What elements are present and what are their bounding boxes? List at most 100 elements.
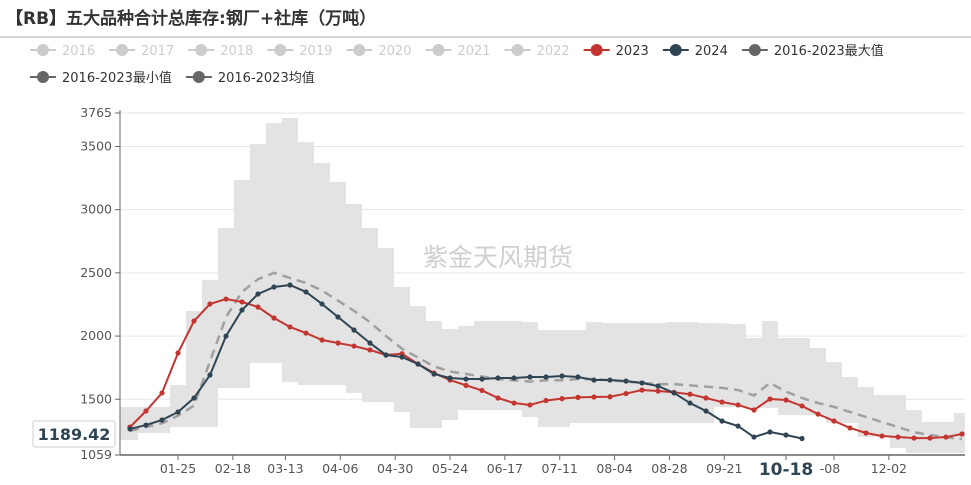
data-point[interactable] <box>607 394 613 400</box>
legend-item-2022[interactable]: 2022 <box>504 44 570 59</box>
data-point[interactable] <box>383 352 389 358</box>
data-point[interactable] <box>879 433 885 439</box>
data-point[interactable] <box>527 402 533 408</box>
legend-item-2016-2023最小值[interactable]: 2016-2023最小值 <box>30 70 172 86</box>
data-point[interactable] <box>767 396 773 402</box>
data-point[interactable] <box>159 417 165 423</box>
data-point[interactable] <box>479 376 485 382</box>
data-point[interactable] <box>671 390 677 396</box>
data-point[interactable] <box>191 318 197 324</box>
data-point[interactable] <box>591 377 597 383</box>
data-point[interactable] <box>831 418 837 424</box>
data-point[interactable] <box>191 395 197 401</box>
data-point[interactable] <box>735 423 741 429</box>
data-point[interactable] <box>511 375 517 381</box>
data-point[interactable] <box>783 432 789 438</box>
legend-item-2023[interactable]: 2023 <box>583 44 649 59</box>
data-point[interactable] <box>655 388 661 394</box>
data-point[interactable] <box>719 399 725 405</box>
legend-item-2018[interactable]: 2018 <box>188 44 253 59</box>
data-point[interactable] <box>463 382 469 388</box>
data-point[interactable] <box>767 429 773 435</box>
data-point[interactable] <box>863 430 869 436</box>
data-point[interactable] <box>559 396 565 402</box>
data-point[interactable] <box>847 425 853 431</box>
data-point[interactable] <box>175 409 181 415</box>
legend-item-2019[interactable]: 2019 <box>267 44 332 59</box>
data-point[interactable] <box>751 407 757 413</box>
data-point[interactable] <box>655 383 661 389</box>
data-point[interactable] <box>639 380 645 386</box>
data-point[interactable] <box>703 408 709 414</box>
data-point[interactable] <box>287 282 293 288</box>
data-point[interactable] <box>703 395 709 401</box>
data-point[interactable] <box>815 411 821 417</box>
data-point[interactable] <box>623 378 629 384</box>
data-point[interactable] <box>687 391 693 397</box>
data-point[interactable] <box>319 337 325 343</box>
data-point[interactable] <box>271 284 277 290</box>
legend-item-2021[interactable]: 2021 <box>425 44 491 59</box>
data-point[interactable] <box>431 371 437 377</box>
data-point[interactable] <box>207 301 213 307</box>
legend-item-2016-2023最大值[interactable]: 2016-2023最大值 <box>741 43 884 59</box>
data-point[interactable] <box>255 304 261 310</box>
data-point[interactable] <box>239 307 245 313</box>
legend-item-2017[interactable]: 2017 <box>109 44 174 59</box>
data-point[interactable] <box>575 374 581 380</box>
data-point[interactable] <box>351 327 357 333</box>
data-point[interactable] <box>223 296 229 302</box>
data-point[interactable] <box>367 340 373 346</box>
data-point[interactable] <box>447 375 453 381</box>
data-point[interactable] <box>511 400 517 406</box>
data-point[interactable] <box>719 418 725 424</box>
data-point[interactable] <box>591 394 597 400</box>
data-point[interactable] <box>495 395 501 401</box>
data-point[interactable] <box>543 397 549 404</box>
data-point[interactable] <box>751 434 757 440</box>
data-point[interactable] <box>367 347 373 353</box>
data-point[interactable] <box>495 375 501 381</box>
data-point[interactable] <box>895 434 901 440</box>
data-point[interactable] <box>927 435 933 441</box>
data-point[interactable] <box>799 403 805 409</box>
data-point[interactable] <box>207 372 213 378</box>
data-point[interactable] <box>335 340 341 346</box>
data-point[interactable] <box>303 289 309 295</box>
legend-item-2016-2023均值[interactable]: 2016-2023均值 <box>185 70 315 86</box>
data-point[interactable] <box>143 408 149 414</box>
data-point[interactable] <box>415 361 421 367</box>
data-point[interactable] <box>255 291 261 297</box>
data-point[interactable] <box>543 374 549 380</box>
data-point[interactable] <box>799 435 805 442</box>
legend-item-2016[interactable]: 2016 <box>30 44 95 59</box>
data-point[interactable] <box>639 387 645 393</box>
data-point[interactable] <box>527 374 533 380</box>
data-point[interactable] <box>559 373 565 379</box>
data-point[interactable] <box>687 400 693 406</box>
legend-item-2020[interactable]: 2020 <box>346 44 411 59</box>
data-point[interactable] <box>319 301 325 307</box>
data-point[interactable] <box>399 354 405 360</box>
data-point[interactable] <box>143 422 149 428</box>
data-point[interactable] <box>623 390 629 397</box>
legend-item-2024[interactable]: 2024 <box>662 44 728 59</box>
data-point[interactable] <box>943 434 949 440</box>
data-point[interactable] <box>175 350 181 356</box>
data-point[interactable] <box>607 377 613 383</box>
data-point[interactable] <box>783 397 789 403</box>
data-point[interactable] <box>127 426 133 432</box>
data-point[interactable] <box>239 299 245 305</box>
data-point[interactable] <box>911 435 917 441</box>
data-point[interactable] <box>351 343 357 349</box>
data-point[interactable] <box>303 330 309 336</box>
data-point[interactable] <box>959 431 965 437</box>
data-point[interactable] <box>271 315 277 321</box>
data-point[interactable] <box>287 324 293 330</box>
data-point[interactable] <box>159 390 165 396</box>
data-point[interactable] <box>735 402 741 408</box>
data-point[interactable] <box>335 314 341 320</box>
data-point[interactable] <box>463 376 469 382</box>
data-point[interactable] <box>479 387 485 394</box>
data-point[interactable] <box>223 333 229 339</box>
